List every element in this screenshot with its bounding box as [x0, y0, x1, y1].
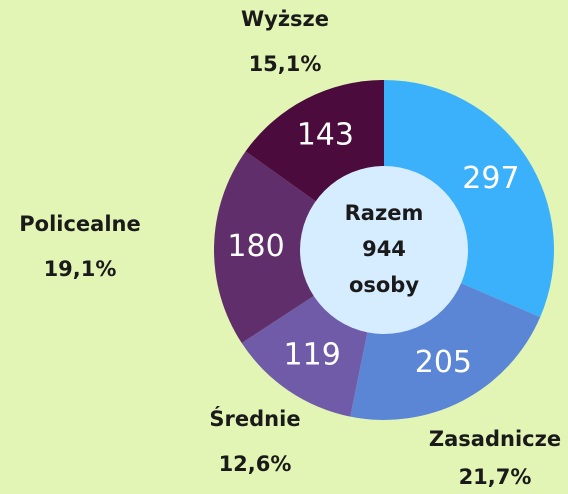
percent-label: 15,1%: [249, 52, 322, 76]
center-label: Razem: [345, 201, 424, 225]
category-label: Średnie: [209, 406, 300, 431]
value-label: 143: [297, 118, 354, 153]
value-label: 119: [284, 337, 341, 372]
percent-label: 12,6%: [219, 452, 292, 476]
center-label: 944: [362, 237, 406, 261]
category-label: Policealne: [19, 212, 140, 236]
value-label: 180: [227, 229, 284, 264]
percent-label: 19,1%: [44, 257, 117, 281]
percent-label: 21,7%: [459, 465, 532, 489]
category-label: Wyższe: [241, 7, 329, 31]
value-label: 297: [462, 161, 519, 196]
center-circle: [300, 166, 468, 334]
category-label: Zasadnicze: [429, 427, 561, 451]
center-label: osoby: [349, 273, 419, 297]
value-label: 205: [415, 345, 472, 380]
donut-segment: [214, 151, 384, 344]
